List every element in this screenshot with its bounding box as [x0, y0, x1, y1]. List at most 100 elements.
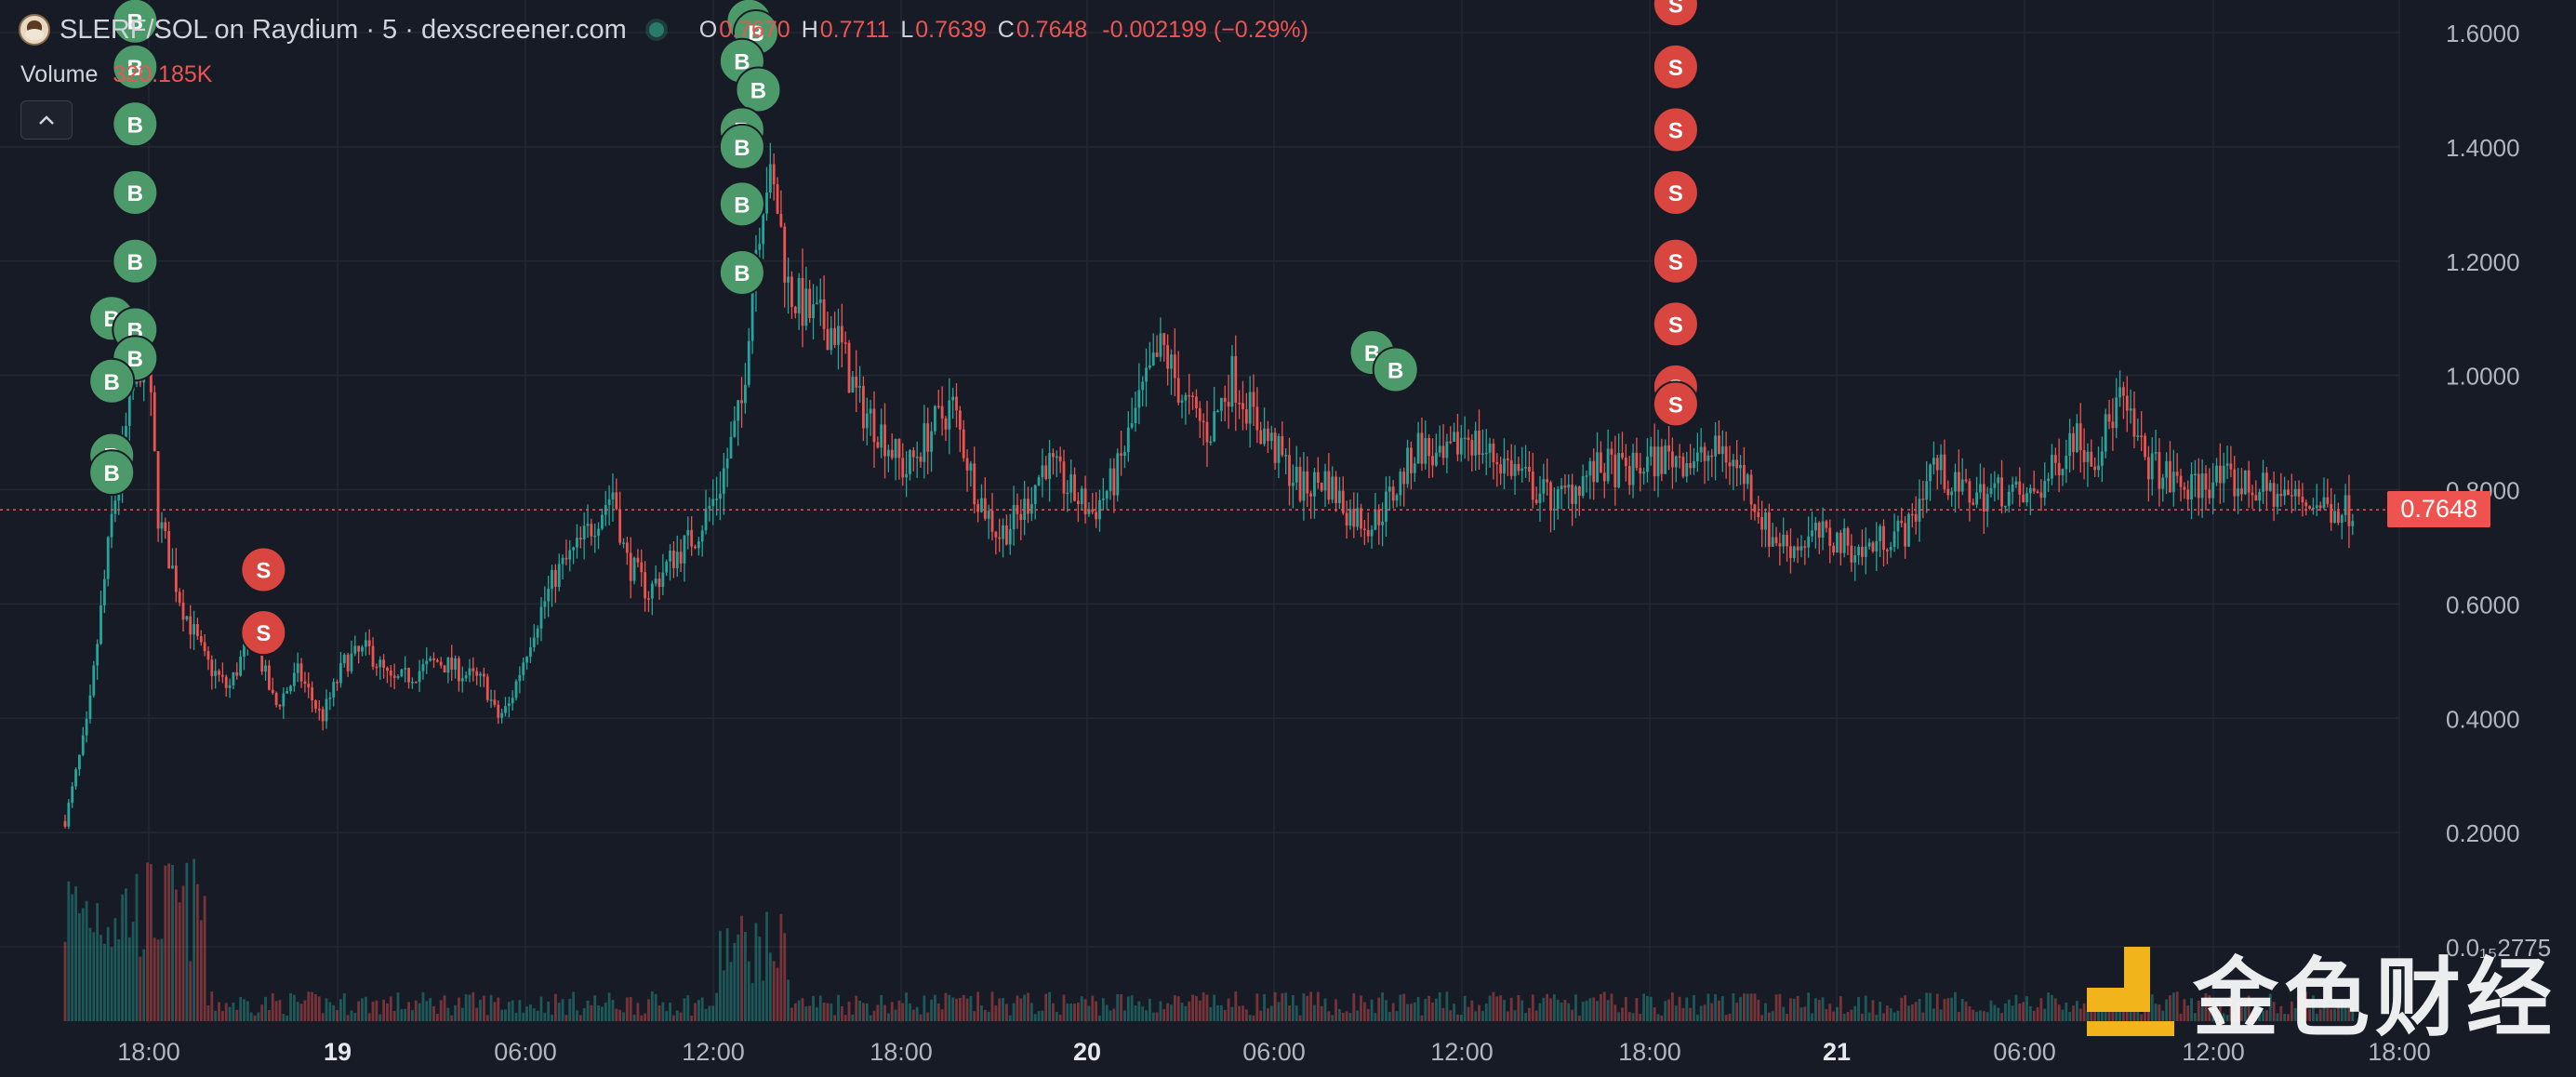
collapse-legend-button[interactable]	[20, 100, 73, 140]
candle-body	[2279, 493, 2283, 497]
volume-bar	[843, 1015, 847, 1021]
volume-bar	[1416, 997, 1420, 1021]
candle-body	[1602, 472, 1606, 482]
volume-bar	[1195, 995, 1198, 1021]
volume-bar	[1041, 1010, 1044, 1021]
open-label: O	[698, 16, 718, 43]
market-status-icon	[648, 22, 664, 37]
volume-bar	[1624, 996, 1627, 1021]
sell-marker	[240, 546, 287, 593]
sell-marker	[240, 609, 287, 657]
candle-body	[1316, 472, 1320, 483]
candle-body	[2057, 462, 2061, 476]
volume-bar	[1481, 1011, 1484, 1021]
volume-bar	[2129, 1002, 2132, 1021]
volume-bar	[1764, 1003, 1767, 1021]
candle-body	[801, 277, 804, 326]
candle-body	[1155, 352, 1159, 357]
x-tick-label: 06:00	[1993, 1038, 2056, 1066]
volume-bar	[858, 1000, 861, 1021]
volume-bar	[435, 1013, 439, 1021]
candle-body	[1080, 488, 1083, 504]
candle-body	[1320, 482, 1323, 491]
candle-body	[1642, 472, 1646, 474]
volume-bar	[1602, 991, 1606, 1021]
candle-body	[2204, 473, 2208, 490]
candle-body	[2011, 484, 2014, 492]
candle-body	[818, 299, 822, 303]
buy-marker-label: B	[734, 261, 750, 286]
candle-body	[511, 698, 514, 704]
candle-body	[679, 552, 683, 564]
volume-bar	[1295, 1005, 1298, 1021]
candle-body	[1524, 466, 1527, 469]
candle-body	[102, 578, 106, 605]
volume-bar	[654, 993, 657, 1021]
candle-body	[71, 786, 74, 804]
volume-bar	[2272, 1002, 2276, 1021]
volume-bar	[715, 992, 719, 1021]
candle-body	[2322, 497, 2326, 509]
volume-bar	[1209, 1006, 1213, 1021]
candle-body	[1019, 513, 1023, 520]
volume-bar	[1828, 1004, 1832, 1021]
candle-body	[919, 457, 923, 462]
y-tick-label: 1.4000	[2446, 134, 2520, 162]
candle-body	[1799, 546, 1803, 551]
candle-body	[1427, 438, 1431, 457]
candle-body	[1219, 397, 1223, 411]
x-tick-label: 18:00	[870, 1038, 933, 1066]
volume-bar	[1420, 1015, 1424, 1021]
volume-bar	[1606, 1000, 1610, 1021]
volume-bar	[1123, 1010, 1126, 1021]
candle-body	[1388, 486, 1391, 492]
candle-body	[1867, 542, 1871, 547]
volume-bar	[1517, 994, 1520, 1021]
volume-bar	[1023, 994, 1027, 1021]
volume-bar	[1352, 992, 1356, 1021]
candle-body	[100, 605, 102, 645]
candle-body	[833, 327, 837, 345]
volume-bar	[669, 1002, 671, 1021]
volume-bar	[106, 926, 110, 1021]
candle-body	[1159, 333, 1162, 357]
volume-bar	[1288, 1005, 1291, 1021]
volume-bar	[1563, 1000, 1567, 1021]
candle-body	[1109, 468, 1112, 491]
volume-bar	[1879, 1002, 1882, 1021]
candle-body	[1660, 446, 1664, 474]
volume-bar	[1345, 1011, 1348, 1021]
volume-bar	[1151, 1012, 1155, 1021]
candle-body	[1921, 499, 1925, 500]
candle-body	[1162, 333, 1166, 346]
x-tick-label: 18:00	[1618, 1038, 1681, 1066]
x-tick-label: 06:00	[494, 1038, 557, 1066]
candle-body	[1216, 410, 1219, 413]
volume-bar	[529, 1004, 532, 1021]
candle-body	[1635, 452, 1639, 469]
candle-body	[568, 550, 572, 560]
x-tick-label: 19	[324, 1038, 352, 1066]
candle-body	[1445, 441, 1449, 459]
volume-bar	[1642, 993, 1646, 1021]
volume-bar	[102, 943, 106, 1021]
volume-bar	[1513, 1010, 1517, 1021]
volume-bar	[2240, 1000, 2243, 1021]
candle-body	[1213, 411, 1216, 442]
volume-bar	[2268, 993, 2272, 1021]
volume-bar	[1531, 994, 1534, 1021]
volume-bar	[1306, 995, 1309, 1021]
candle-body	[1309, 493, 1313, 497]
candle-body	[507, 703, 511, 707]
candle-body	[1334, 476, 1337, 503]
volume-bar	[1979, 1010, 1982, 1021]
candle-body	[206, 651, 210, 660]
volume-bar	[220, 1011, 224, 1021]
volume-bar	[418, 1003, 421, 1021]
candle-body	[2047, 478, 2050, 482]
sell-marker-label: S	[256, 621, 271, 646]
volume-bar	[2326, 1008, 2330, 1021]
candle-body	[1098, 499, 1101, 520]
